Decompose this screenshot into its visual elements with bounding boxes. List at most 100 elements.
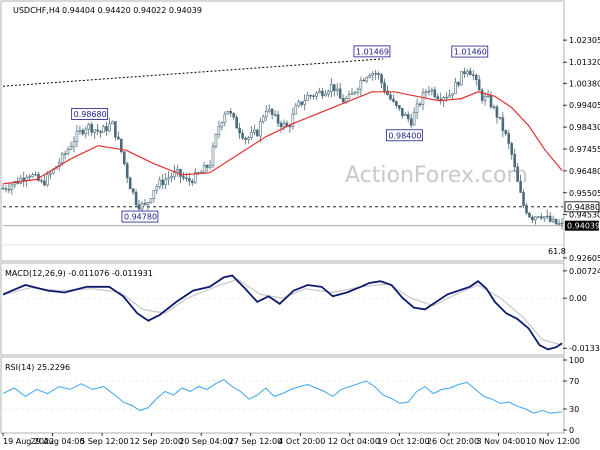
candle-body [161, 179, 165, 186]
price-label: 0.94780 [124, 213, 157, 222]
candle-body [69, 146, 73, 150]
candle-body [460, 71, 463, 86]
candle-body [510, 143, 514, 155]
price-label-box [451, 45, 489, 58]
candle-body [341, 97, 345, 103]
candle-body [365, 77, 369, 82]
candle-body [173, 170, 176, 177]
candle-body [392, 98, 395, 102]
candle-body [537, 216, 540, 218]
macd-tick-label: 0.00 [569, 294, 587, 303]
candle-body [208, 164, 212, 168]
candle-body [297, 101, 301, 107]
candle-body [318, 90, 321, 94]
time-tick-label: 3 Nov 04:00 [476, 437, 525, 446]
candle-body [300, 101, 304, 105]
candle-body [66, 149, 70, 155]
candle-body [321, 90, 324, 97]
candle-body [120, 138, 123, 153]
candle-body [516, 166, 519, 182]
candle-body [146, 202, 150, 205]
candle-body [477, 79, 481, 91]
candle-body [108, 123, 111, 132]
candle-body [483, 95, 487, 101]
candle-body [214, 134, 218, 147]
candle-body [451, 93, 454, 96]
candle-body [34, 173, 37, 176]
candle-body [498, 117, 502, 119]
candle-body [226, 111, 230, 115]
time-tick-label: 27 Sep 12:00 [229, 437, 282, 446]
candle-body [244, 137, 247, 140]
candle-body [489, 95, 493, 108]
last-price-box [565, 220, 599, 231]
candle-body [223, 113, 227, 123]
time-tick-label: 29 Aug 04:00 [31, 437, 85, 446]
candle-body [155, 186, 159, 191]
time-tick-label: 12 Sep 20:00 [130, 437, 183, 446]
ohlc-readout: 0.94404 0.94420 0.94022 0.94039 [62, 6, 202, 15]
candle-body [7, 188, 11, 191]
price-label-box [353, 45, 391, 58]
candle-body [338, 88, 342, 99]
rsi-tick-label: 0 [569, 426, 574, 435]
trendline [2, 58, 384, 87]
candle-body [40, 180, 43, 182]
time-tick-label: 19 Aug 2022 [3, 437, 54, 446]
candle-body [507, 133, 511, 144]
candle-body [412, 112, 416, 126]
candle-body [557, 223, 561, 225]
candle-body [128, 177, 132, 189]
candle-body [4, 188, 8, 190]
candle-body [335, 88, 339, 92]
candle-body [229, 111, 233, 114]
candle-body [143, 202, 147, 205]
candle-body [430, 89, 434, 92]
candle-body [368, 74, 372, 78]
candle-body [448, 94, 451, 98]
candle-body [324, 93, 327, 97]
candle-body [63, 153, 67, 155]
level-price-tag: 0.94880 [567, 203, 600, 212]
candle-body [525, 205, 528, 214]
time-tick-label: 26 Oct 20:00 [427, 437, 479, 446]
candle-body [560, 222, 564, 225]
candle-body [13, 180, 17, 186]
candle-body [114, 121, 117, 138]
candle-body [93, 129, 96, 133]
candle-body [250, 132, 253, 138]
fib-level-label: 61.8 [548, 247, 566, 256]
candle-body [380, 74, 383, 84]
candle-body [294, 105, 298, 115]
price-tick-label: 0.97455 [569, 145, 600, 154]
candle-body [421, 92, 425, 105]
price-tick-label: 1.02305 [569, 36, 600, 45]
candle-body [267, 108, 271, 112]
candle-body [182, 176, 185, 179]
candle-body [309, 95, 312, 97]
price-tick-label: 0.96480 [569, 167, 600, 176]
candle-body [534, 216, 537, 221]
candle-body [253, 129, 256, 133]
candle-body [241, 132, 244, 139]
candle-body [501, 117, 505, 131]
candle-body [235, 116, 238, 129]
price-label: 1.01469 [356, 47, 389, 56]
candle-body [457, 81, 460, 86]
candle-body [359, 79, 363, 90]
candle-body [152, 190, 156, 199]
candle-body [531, 216, 534, 221]
candle-body [519, 181, 522, 193]
moving-average-line [2, 91, 563, 185]
candle-body [315, 92, 318, 97]
candle-body [99, 130, 102, 133]
time-tick-label: 19 Oct 12:00 [377, 437, 429, 446]
candle-body [75, 130, 79, 142]
candle-body [395, 101, 398, 106]
time-tick-label: 12 Oct 04:00 [328, 437, 380, 446]
rsi-panel-frame [0, 356, 565, 434]
candle-body [539, 216, 543, 219]
candle-body [330, 84, 333, 92]
candle-body [31, 174, 34, 177]
